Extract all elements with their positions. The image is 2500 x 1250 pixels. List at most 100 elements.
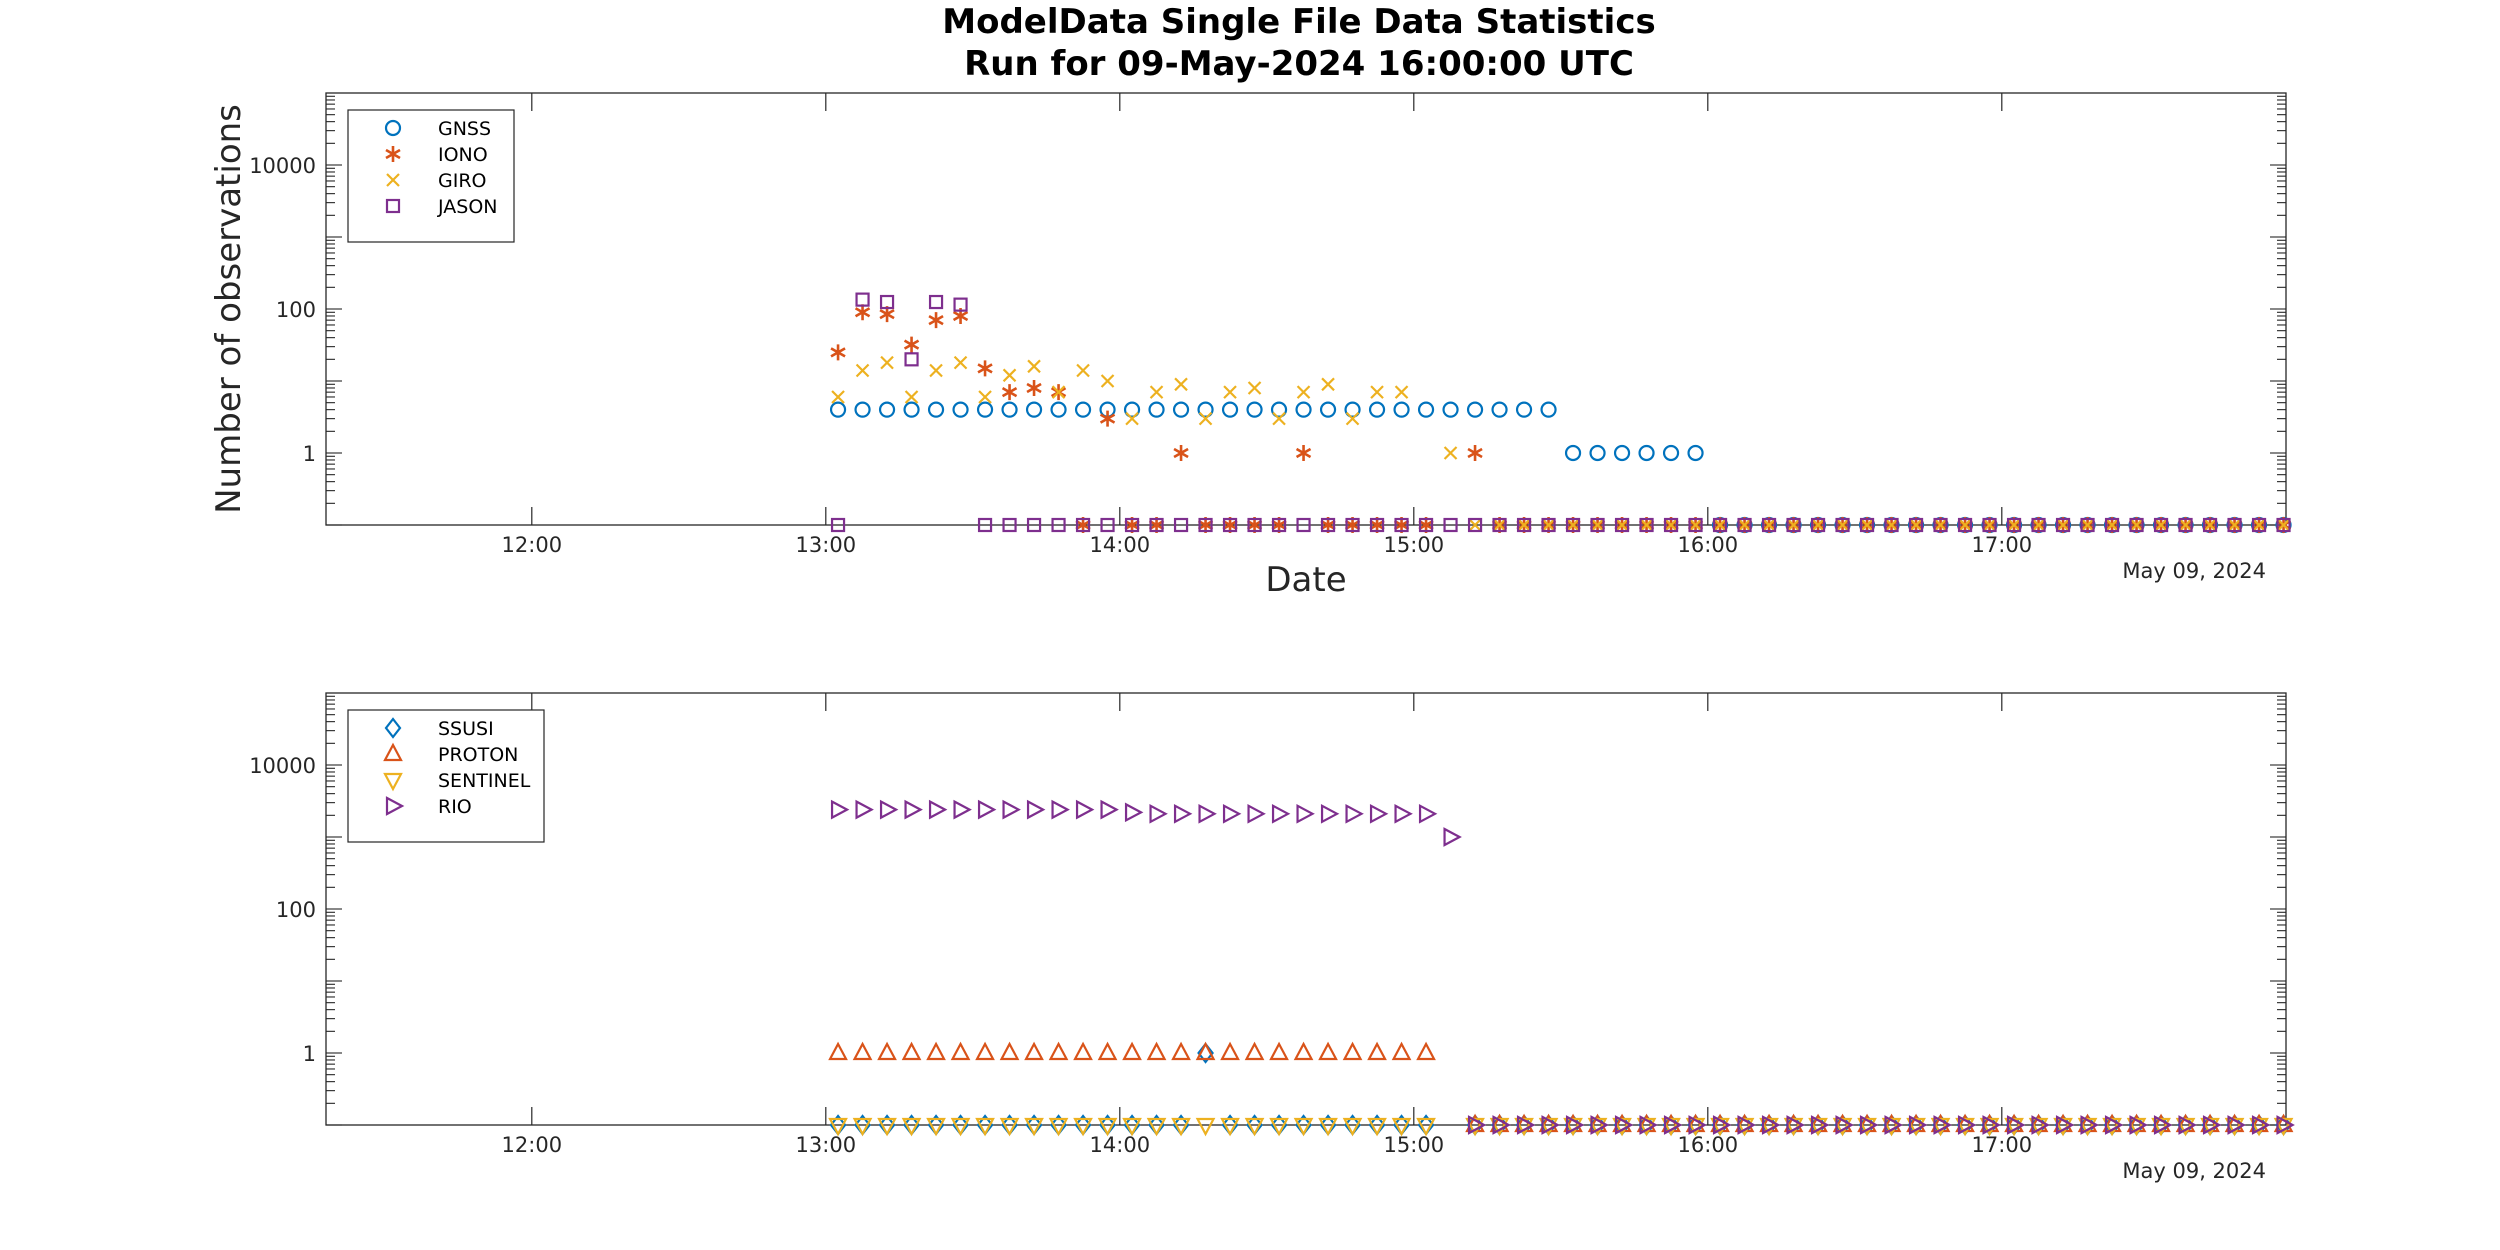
data-point xyxy=(2252,518,2266,532)
data-point xyxy=(1148,401,1165,418)
data-point xyxy=(1002,799,1021,820)
data-point xyxy=(1515,401,1533,418)
data-point xyxy=(1318,1117,1338,1137)
data-point xyxy=(929,363,943,378)
bottom-axes: 1 100 10000 12:00 13:00 14:00 15:00 16:00 17:00 M… xyxy=(249,692,2295,1183)
data-point xyxy=(1320,803,1340,824)
data-point xyxy=(1125,411,1139,426)
series-giro xyxy=(831,355,2291,532)
data-point xyxy=(1319,401,1337,418)
data-point xyxy=(1933,517,1948,533)
data-point xyxy=(1100,374,1115,388)
data-point xyxy=(879,799,899,820)
data-point xyxy=(1958,518,1972,532)
data-point xyxy=(1909,518,1923,532)
data-point xyxy=(1688,518,1703,532)
data-point xyxy=(2227,518,2242,532)
x-tick-label: 12:00 xyxy=(502,1133,563,1157)
data-point xyxy=(1516,517,1532,533)
data-point xyxy=(1687,444,1704,462)
legend-box xyxy=(347,709,545,843)
legend-marker xyxy=(383,772,403,792)
data-point xyxy=(1074,401,1092,418)
data-point xyxy=(831,390,845,404)
y-tick-label: 1 xyxy=(303,442,316,466)
legend: GNSS IONO GIRO JASON xyxy=(347,109,515,243)
data-point xyxy=(1615,518,1629,532)
data-point xyxy=(1247,517,1262,533)
data-point xyxy=(2056,518,2070,532)
data-point xyxy=(1344,401,1361,418)
data-point xyxy=(2276,518,2291,532)
data-point xyxy=(1076,363,1090,378)
series-rio xyxy=(830,799,2295,1135)
series-jason xyxy=(830,292,2291,533)
data-point xyxy=(1001,401,1018,418)
data-point xyxy=(1073,1041,1093,1061)
data-point xyxy=(1982,518,1997,532)
y-axis-label: Number of observations xyxy=(209,104,249,514)
y-tick-label: 10000 xyxy=(249,154,316,178)
data-point xyxy=(1713,518,1727,532)
data-point xyxy=(1466,401,1484,418)
legend-marker xyxy=(383,742,403,762)
data-point xyxy=(828,1041,848,1061)
data-point xyxy=(1517,518,1531,532)
data-point xyxy=(2178,1115,2197,1135)
data-point xyxy=(1688,1115,1707,1135)
data-point xyxy=(2178,517,2193,533)
data-point xyxy=(1246,401,1263,418)
x-tick-label: 17:00 xyxy=(1972,533,2033,557)
data-point xyxy=(1859,1115,1879,1135)
data-point xyxy=(828,1117,848,1137)
data-point xyxy=(1737,517,1752,533)
data-point xyxy=(1320,517,1336,533)
data-point xyxy=(1026,517,1042,533)
data-point xyxy=(2203,518,2217,532)
data-point xyxy=(1174,377,1188,392)
data-point xyxy=(1957,517,1973,533)
legend-entry: GIRO xyxy=(438,170,486,192)
data-point xyxy=(1149,385,1164,399)
data-point xyxy=(1296,517,1311,533)
data-point xyxy=(1002,517,1017,533)
data-point xyxy=(1541,518,1556,532)
data-point xyxy=(1149,517,1164,533)
data-point xyxy=(1565,517,1581,533)
axes-frame xyxy=(325,92,2287,526)
data-point xyxy=(2080,517,2095,533)
data-point xyxy=(1369,803,1389,824)
data-point xyxy=(1443,517,1458,533)
legend: SSUSI PROTON SENTINEL RIO xyxy=(347,709,545,843)
data-point xyxy=(1492,1115,1511,1135)
data-point xyxy=(2129,518,2144,532)
data-point xyxy=(2105,518,2119,532)
data-points xyxy=(829,292,2292,534)
data-point xyxy=(1171,1041,1191,1061)
data-point xyxy=(928,312,944,329)
data-point xyxy=(1663,517,1679,533)
data-point xyxy=(2104,517,2120,533)
data-point xyxy=(927,401,945,418)
data-point xyxy=(2178,518,2193,532)
y-tick-label: 100 xyxy=(276,298,316,322)
data-point xyxy=(2031,517,2046,533)
data-point xyxy=(1860,518,1874,532)
data-point xyxy=(903,401,920,418)
data-point xyxy=(2202,1115,2222,1135)
y-tick-label: 100 xyxy=(276,898,316,922)
data-point xyxy=(1123,401,1141,418)
data-point xyxy=(1173,803,1193,824)
data-point xyxy=(1835,517,1850,533)
data-point xyxy=(1811,518,1825,532)
data-point xyxy=(1195,1041,1216,1061)
data-point xyxy=(2153,1115,2173,1135)
data-point xyxy=(950,1041,971,1061)
data-point xyxy=(1345,411,1360,426)
axes-frame xyxy=(325,692,2287,1126)
data-point xyxy=(1197,401,1214,418)
data-point xyxy=(1391,1117,1412,1137)
data-point xyxy=(2080,1115,2099,1135)
legend-marker xyxy=(384,717,402,739)
